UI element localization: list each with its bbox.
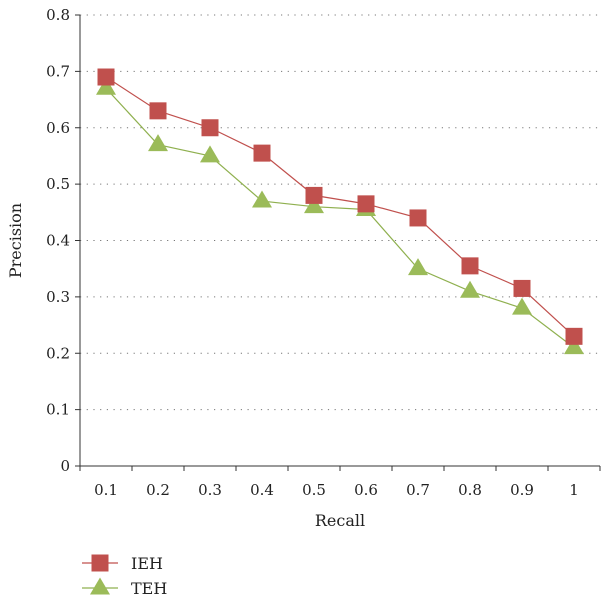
data-point-ieh <box>565 327 583 345</box>
data-point-teh <box>200 145 220 163</box>
x-tick-label: 0.7 <box>406 481 430 499</box>
y-tick-label: 0.1 <box>46 401 70 419</box>
data-point-ieh <box>409 209 427 227</box>
y-axis-ticks: 0 0.1 0.2 0.3 0.4 0.5 0.6 0.7 0.8 <box>46 6 80 475</box>
data-point-ieh <box>149 102 167 120</box>
y-tick-label: 0.2 <box>46 344 70 362</box>
y-tick-label: 0.6 <box>46 119 70 137</box>
data-point-teh <box>408 258 428 276</box>
data-point-ieh <box>97 68 115 86</box>
y-tick-label: 0 <box>60 457 70 475</box>
data-point-teh <box>148 134 168 152</box>
data-point-teh <box>252 190 272 208</box>
series-layer <box>96 68 584 355</box>
y-tick-label: 0.7 <box>46 62 70 80</box>
x-axis-ticks: 0.1 0.2 0.3 0.4 0.5 0.6 0.7 0.8 0.9 1 <box>79 466 601 499</box>
data-point-teh <box>564 337 584 355</box>
data-point-ieh <box>305 186 323 204</box>
legend: IEH TEH <box>82 554 167 598</box>
legend-item-teh: TEH <box>82 577 167 598</box>
legend-item-ieh: IEH <box>82 554 163 573</box>
data-point-ieh <box>201 119 219 137</box>
series-line-ieh <box>105 76 575 337</box>
data-point-ieh <box>253 144 271 162</box>
x-tick-label: 0.1 <box>94 481 118 499</box>
data-point-ieh <box>461 257 479 275</box>
x-tick-label: 0.8 <box>458 481 482 499</box>
series-ieh <box>97 68 583 345</box>
x-tick-label: 1 <box>569 481 579 499</box>
data-point-teh <box>460 280 480 298</box>
x-tick-label: 0.4 <box>250 481 274 499</box>
x-tick-label: 0.6 <box>354 481 378 499</box>
legend-label-ieh: IEH <box>131 554 163 573</box>
grid-lines <box>80 14 600 411</box>
data-point-ieh <box>513 279 531 297</box>
y-axis-title: Precision <box>6 203 25 278</box>
x-tick-label: 0.3 <box>198 481 222 499</box>
y-tick-label: 0.3 <box>46 288 70 306</box>
series-line-teh <box>105 87 575 349</box>
x-tick-label: 0.2 <box>146 481 170 499</box>
data-point-teh <box>304 196 324 214</box>
x-tick-label: 0.5 <box>302 481 326 499</box>
data-point-teh <box>512 297 532 315</box>
legend-marker-teh <box>90 577 110 595</box>
y-tick-label: 0.5 <box>46 175 70 193</box>
legend-label-teh: TEH <box>131 579 167 598</box>
x-axis-title: Recall <box>315 511 365 530</box>
x-tick-label: 0.9 <box>510 481 534 499</box>
y-tick-label: 0.8 <box>46 6 70 24</box>
legend-marker-ieh <box>91 554 109 572</box>
y-tick-label: 0.4 <box>46 232 70 250</box>
data-point-teh <box>96 77 116 95</box>
series-teh <box>96 77 584 355</box>
data-point-ieh <box>357 195 375 213</box>
